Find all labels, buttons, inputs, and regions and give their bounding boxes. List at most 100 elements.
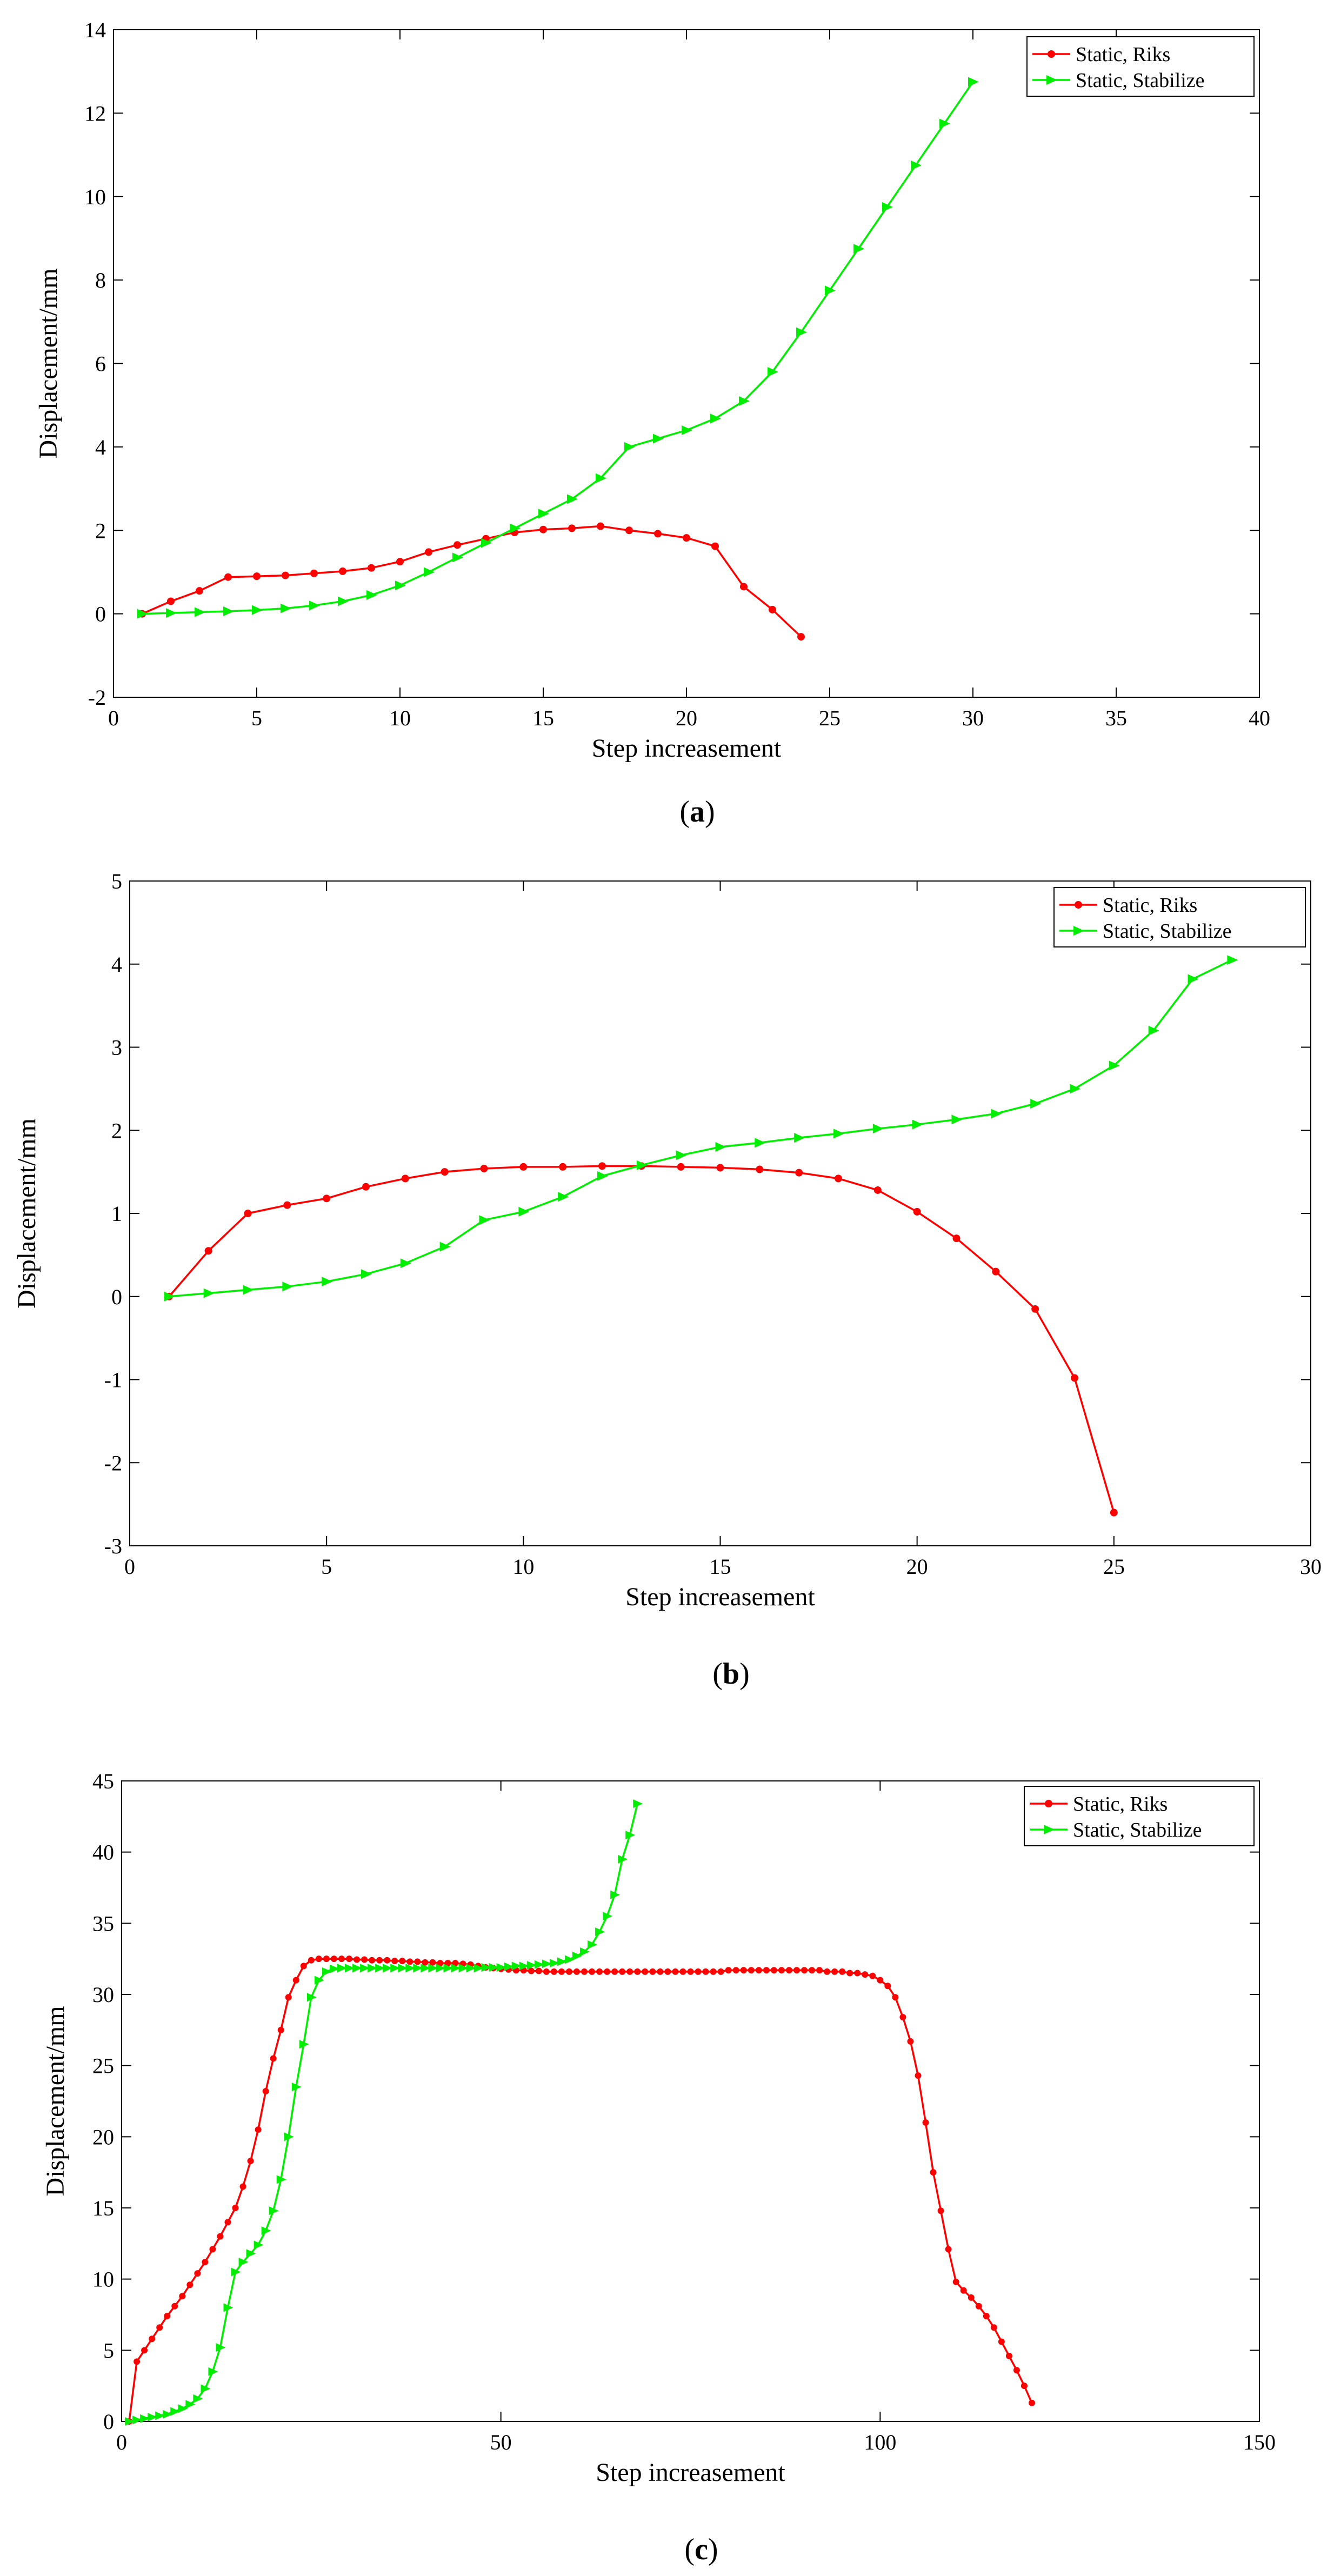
x-axis-label: Step increasement — [625, 1583, 815, 1611]
data-point-riks — [396, 558, 404, 566]
y-tick-label: 5 — [103, 2338, 114, 2363]
data-point-stabilize — [481, 538, 492, 548]
y-tick-label: 14 — [84, 18, 106, 42]
data-point-stabilize — [443, 1964, 453, 1973]
data-point-riks — [167, 597, 175, 605]
data-point-riks — [310, 569, 318, 577]
data-point-riks — [990, 2324, 997, 2331]
data-point-stabilize — [436, 1964, 446, 1973]
x-tick-label: 0 — [108, 706, 119, 730]
data-point-riks — [550, 1968, 557, 1975]
legend-marker — [1046, 75, 1057, 85]
data-point-riks — [362, 1183, 370, 1191]
data-point-riks — [285, 1994, 292, 2001]
data-point-riks — [353, 1956, 361, 1963]
data-point-stabilize — [243, 1285, 254, 1295]
data-point-stabilize — [794, 1133, 805, 1143]
data-point-stabilize — [366, 590, 377, 600]
x-tick-label: 25 — [819, 706, 841, 730]
data-point-stabilize — [231, 2267, 241, 2277]
data-point-riks — [202, 2259, 209, 2266]
data-point-riks — [619, 1968, 626, 1975]
data-point-riks — [677, 1163, 685, 1171]
data-point-riks — [453, 541, 461, 549]
data-point-stabilize — [481, 1963, 491, 1972]
data-point-riks — [376, 1957, 383, 1964]
data-point-riks — [196, 587, 203, 595]
data-point-riks — [581, 1968, 588, 1975]
data-point-riks — [998, 2338, 1005, 2345]
data-point-stabilize — [564, 1955, 575, 1964]
data-point-stabilize — [624, 442, 635, 452]
data-point-stabilize — [755, 1138, 766, 1148]
data-point-riks — [983, 2313, 990, 2320]
data-point-riks — [209, 2246, 216, 2253]
data-point-riks — [604, 1968, 611, 1975]
data-point-riks — [711, 542, 719, 550]
data-point-stabilize — [610, 1890, 621, 1899]
data-point-stabilize — [458, 1964, 469, 1973]
panel-caption: (a) — [679, 795, 715, 829]
legend-label: Static, Stabilize — [1103, 920, 1232, 943]
x-tick-label: 20 — [906, 1554, 928, 1579]
x-tick-label: 150 — [1243, 2430, 1276, 2454]
data-point-riks — [149, 2335, 156, 2343]
data-point-stabilize — [329, 1964, 339, 1973]
data-point-riks — [797, 633, 805, 641]
data-point-riks — [232, 2205, 239, 2211]
data-point-riks — [625, 526, 633, 535]
y-axis-label: Displacement/mm — [41, 2006, 70, 2197]
data-point-riks — [437, 1960, 444, 1967]
x-tick-label: 0 — [124, 1554, 135, 1579]
data-point-riks — [816, 1967, 823, 1974]
series-line-stabilize — [169, 959, 1233, 1298]
data-point-riks — [429, 1959, 436, 1966]
data-point-riks — [687, 1968, 694, 1975]
data-point-stabilize — [796, 327, 807, 337]
data-point-riks — [937, 2207, 944, 2214]
data-point-riks — [300, 1963, 307, 1970]
data-point-stabilize — [132, 2415, 143, 2425]
x-tick-label: 10 — [512, 1554, 534, 1579]
x-tick-label: 40 — [1249, 706, 1270, 730]
data-point-riks — [1031, 1305, 1039, 1313]
data-point-riks — [441, 1168, 449, 1176]
data-point-riks — [1005, 2352, 1012, 2359]
data-point-riks — [654, 530, 662, 538]
data-point-stabilize — [223, 606, 234, 616]
data-point-stabilize — [185, 2400, 196, 2409]
data-point-stabilize — [1030, 1099, 1042, 1109]
data-point-riks — [596, 1968, 603, 1975]
data-point-stabilize — [653, 433, 664, 444]
data-point-stabilize — [252, 605, 263, 615]
data-point-stabilize — [201, 2384, 211, 2393]
y-tick-label: 40 — [92, 1840, 114, 1865]
data-point-riks — [740, 1967, 747, 1974]
x-axis-label: Step increasement — [596, 2458, 785, 2487]
data-point-riks — [968, 2294, 975, 2301]
data-point-stabilize — [195, 607, 205, 617]
data-point-stabilize — [572, 1951, 582, 1960]
data-point-stabilize — [489, 1963, 499, 1972]
data-point-stabilize — [193, 2394, 203, 2403]
data-point-stabilize — [580, 1947, 590, 1956]
y-tick-label: 30 — [92, 1983, 114, 2007]
data-point-riks — [892, 1994, 899, 2001]
data-point-riks — [480, 1164, 488, 1172]
data-point-riks — [338, 1956, 345, 1963]
data-point-riks — [960, 2287, 967, 2294]
data-point-riks — [217, 2233, 224, 2240]
data-point-riks — [568, 524, 576, 532]
data-point-stabilize — [361, 1269, 372, 1279]
data-point-riks — [292, 1977, 299, 1984]
data-point-riks — [528, 1967, 535, 1974]
data-point-stabilize — [148, 2413, 158, 2422]
data-point-riks — [444, 1960, 451, 1967]
data-point-stabilize — [519, 1961, 529, 1971]
data-point-stabilize — [676, 1150, 687, 1160]
data-point-riks — [725, 1967, 732, 1974]
data-point-stabilize — [768, 366, 778, 377]
data-point-riks — [785, 1967, 792, 1974]
series-line-riks — [142, 525, 802, 638]
